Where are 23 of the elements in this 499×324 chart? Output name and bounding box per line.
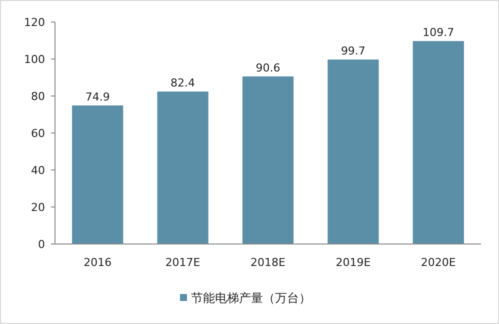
y-tick-label: 120 [24,16,45,29]
y-tick-label: 20 [31,200,45,214]
x-tick-label: 2018E [250,256,286,269]
x-tick-label: 2016 [84,256,112,269]
data-label: 82.4 [170,76,196,90]
data-label: 90.6 [256,61,280,74]
bar [242,76,294,244]
bar [157,92,208,244]
bar [72,105,124,244]
x-tick-label: 2020E [420,256,456,269]
legend-label: 节能电梯产量（万台） [191,291,311,306]
data-label: 109.7 [422,26,454,40]
y-tick-label: 40 [31,164,45,177]
bar [328,60,379,244]
x-tick-label: 2019E [336,256,371,269]
data-label: 74.9 [85,90,110,104]
y-tick-label: 100 [24,52,45,66]
y-tick-label: 80 [31,90,45,103]
bar [412,41,464,244]
y-tick-label: 0 [38,238,45,251]
data-label: 99.7 [340,44,366,58]
x-tick-label: 2017E [165,256,200,269]
y-tick-label: 60 [31,126,45,140]
